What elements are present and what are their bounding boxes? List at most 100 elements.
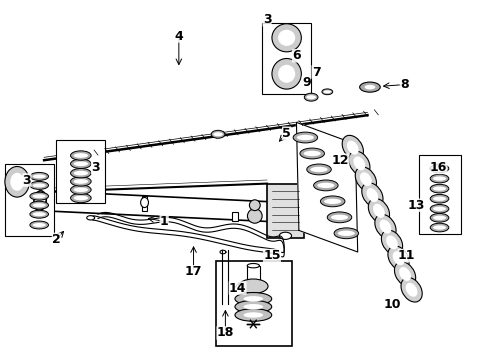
Polygon shape bbox=[296, 122, 358, 252]
Ellipse shape bbox=[306, 95, 316, 99]
Ellipse shape bbox=[327, 212, 352, 223]
Ellipse shape bbox=[368, 199, 390, 223]
Ellipse shape bbox=[433, 186, 446, 191]
Ellipse shape bbox=[33, 223, 46, 227]
Ellipse shape bbox=[71, 151, 91, 160]
Text: 6: 6 bbox=[292, 49, 301, 62]
Ellipse shape bbox=[244, 296, 263, 302]
Ellipse shape bbox=[30, 172, 49, 180]
Ellipse shape bbox=[244, 312, 263, 318]
Ellipse shape bbox=[30, 201, 49, 209]
Ellipse shape bbox=[367, 188, 378, 202]
Ellipse shape bbox=[430, 223, 449, 232]
Bar bbox=[232, 212, 238, 221]
Ellipse shape bbox=[278, 65, 295, 83]
Ellipse shape bbox=[311, 167, 328, 172]
Ellipse shape bbox=[74, 188, 88, 192]
Ellipse shape bbox=[324, 199, 341, 204]
Ellipse shape bbox=[272, 24, 301, 52]
Ellipse shape bbox=[74, 196, 88, 200]
Ellipse shape bbox=[297, 135, 314, 140]
Text: 1: 1 bbox=[160, 215, 169, 228]
Text: 16: 16 bbox=[430, 161, 447, 174]
Ellipse shape bbox=[213, 132, 223, 136]
Bar bbox=[5, 164, 54, 236]
Ellipse shape bbox=[362, 183, 383, 207]
Ellipse shape bbox=[430, 184, 449, 193]
Ellipse shape bbox=[235, 292, 271, 305]
Ellipse shape bbox=[30, 181, 49, 189]
Ellipse shape bbox=[430, 194, 449, 203]
Ellipse shape bbox=[71, 185, 91, 194]
Ellipse shape bbox=[71, 168, 91, 178]
Ellipse shape bbox=[33, 212, 46, 216]
Ellipse shape bbox=[318, 183, 335, 188]
Ellipse shape bbox=[433, 166, 446, 171]
Ellipse shape bbox=[399, 267, 411, 281]
Bar bbox=[216, 261, 292, 346]
Ellipse shape bbox=[360, 172, 372, 186]
Text: 7: 7 bbox=[312, 66, 320, 78]
Ellipse shape bbox=[293, 132, 318, 143]
Ellipse shape bbox=[304, 93, 318, 101]
Text: 15: 15 bbox=[263, 249, 281, 262]
Ellipse shape bbox=[304, 151, 321, 156]
Text: 10: 10 bbox=[383, 298, 401, 311]
Ellipse shape bbox=[211, 130, 225, 138]
Ellipse shape bbox=[74, 179, 88, 184]
Bar bbox=[247, 266, 260, 283]
Ellipse shape bbox=[433, 176, 446, 181]
Text: 12: 12 bbox=[332, 154, 349, 167]
Ellipse shape bbox=[322, 89, 333, 95]
Ellipse shape bbox=[74, 161, 88, 166]
Bar bbox=[419, 155, 461, 234]
Ellipse shape bbox=[338, 231, 355, 236]
Ellipse shape bbox=[433, 197, 446, 201]
Ellipse shape bbox=[320, 196, 345, 207]
Ellipse shape bbox=[353, 156, 365, 170]
Ellipse shape bbox=[71, 177, 91, 186]
Ellipse shape bbox=[381, 230, 403, 255]
Ellipse shape bbox=[300, 148, 324, 159]
Ellipse shape bbox=[74, 153, 88, 158]
Text: 5: 5 bbox=[282, 127, 291, 140]
Text: 3: 3 bbox=[23, 174, 31, 186]
Ellipse shape bbox=[392, 251, 404, 265]
Ellipse shape bbox=[279, 232, 292, 239]
Ellipse shape bbox=[406, 283, 417, 297]
Ellipse shape bbox=[401, 278, 422, 302]
Ellipse shape bbox=[5, 166, 29, 197]
Ellipse shape bbox=[430, 213, 449, 222]
Text: 9: 9 bbox=[302, 76, 311, 89]
Ellipse shape bbox=[249, 200, 260, 211]
Ellipse shape bbox=[430, 174, 449, 183]
Ellipse shape bbox=[30, 221, 49, 229]
Ellipse shape bbox=[10, 173, 24, 191]
Ellipse shape bbox=[244, 304, 263, 310]
Polygon shape bbox=[39, 191, 306, 223]
Text: 3: 3 bbox=[263, 13, 271, 26]
Text: 4: 4 bbox=[174, 30, 183, 42]
Ellipse shape bbox=[433, 225, 446, 230]
Ellipse shape bbox=[272, 58, 301, 89]
Ellipse shape bbox=[386, 235, 398, 249]
Ellipse shape bbox=[30, 210, 49, 218]
Ellipse shape bbox=[307, 164, 331, 175]
Ellipse shape bbox=[388, 246, 409, 270]
Ellipse shape bbox=[33, 203, 46, 207]
Bar bbox=[267, 184, 304, 238]
Bar bbox=[142, 196, 147, 211]
Text: 18: 18 bbox=[217, 327, 234, 339]
Ellipse shape bbox=[355, 167, 376, 192]
Ellipse shape bbox=[347, 141, 359, 154]
Ellipse shape bbox=[380, 220, 392, 234]
Ellipse shape bbox=[323, 90, 331, 93]
Ellipse shape bbox=[375, 214, 396, 239]
Ellipse shape bbox=[247, 209, 262, 223]
Ellipse shape bbox=[278, 30, 295, 46]
Ellipse shape bbox=[141, 198, 148, 207]
Ellipse shape bbox=[74, 171, 88, 176]
Ellipse shape bbox=[334, 228, 359, 239]
Ellipse shape bbox=[365, 85, 375, 90]
Ellipse shape bbox=[239, 279, 268, 293]
